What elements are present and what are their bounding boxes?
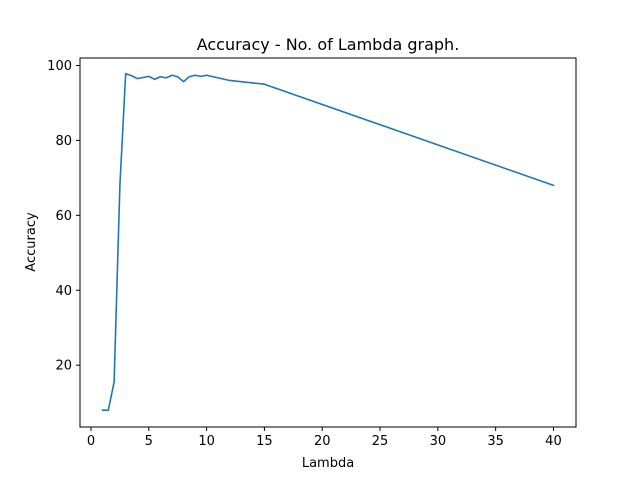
y-tick-label: 60 [55, 209, 72, 224]
x-tick-label: 35 [487, 434, 504, 449]
x-tick-label: 40 [545, 434, 562, 449]
chart-title: Accuracy - No. of Lambda graph. [197, 35, 460, 54]
y-axis-label: Accuracy [24, 212, 39, 272]
x-tick-label: 25 [372, 434, 389, 449]
y-tick-label: 100 [47, 59, 72, 74]
y-tick-label: 40 [55, 284, 72, 299]
x-tick-label: 0 [87, 434, 95, 449]
x-axis: 0 5 10 15 20 25 30 35 40 [87, 427, 562, 449]
axes-frame [79, 57, 577, 428]
y-axis: 20 40 60 80 100 [47, 59, 80, 374]
y-tick-label: 80 [55, 134, 72, 149]
x-tick-label: 30 [430, 434, 447, 449]
plot-area [101, 72, 555, 411]
x-tick-label: 10 [198, 434, 215, 449]
x-tick-label: 15 [256, 434, 273, 449]
x-tick-label: 5 [145, 434, 153, 449]
y-tick-label: 20 [55, 359, 72, 374]
x-axis-label: Lambda [302, 456, 354, 471]
series-line [101, 72, 555, 411]
x-tick-label: 20 [314, 434, 331, 449]
